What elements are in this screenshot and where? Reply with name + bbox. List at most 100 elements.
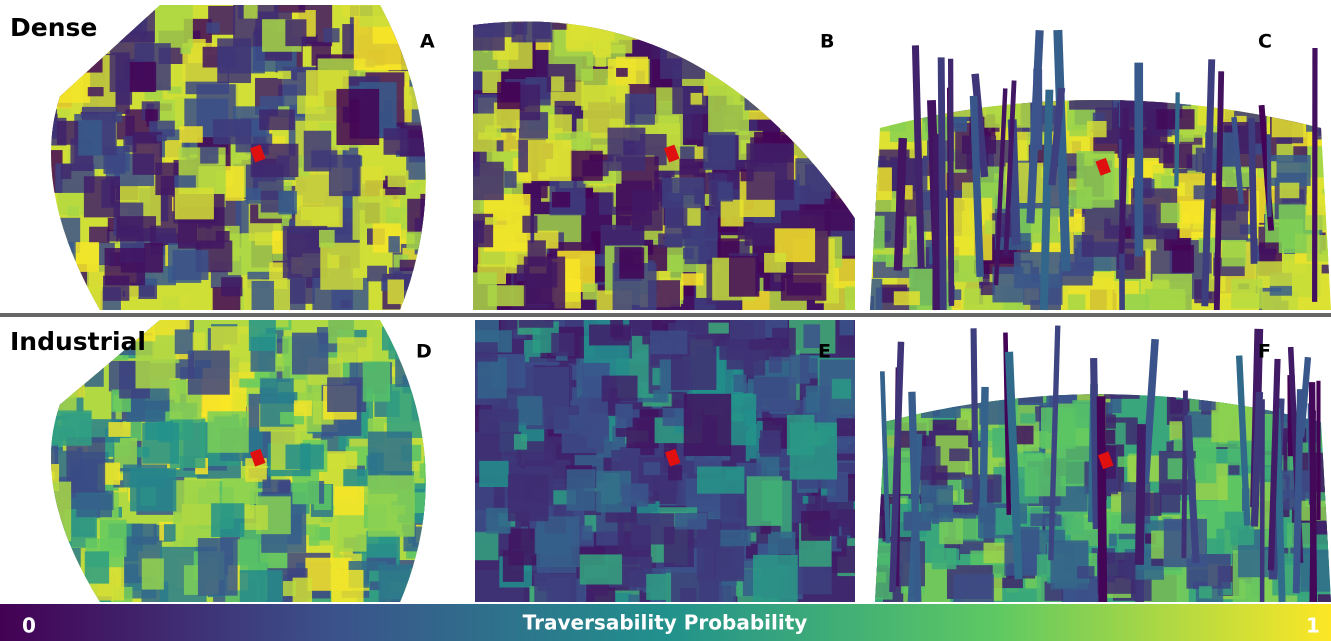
voxel-patch: [522, 216, 537, 233]
voxel-patch: [570, 0, 614, 41]
voxel-patch: [837, 536, 847, 549]
voxel-patch: [1171, 327, 1198, 358]
voxel-patch: [80, 55, 91, 63]
voxel-patch: [174, 175, 196, 188]
voxel-patch: [921, 395, 937, 406]
voxel-patch: [1176, 348, 1191, 369]
voxel-patch: [616, 428, 628, 437]
voxel-patch: [793, 74, 821, 108]
voxel-patch: [455, 114, 496, 152]
voxel-patch: [761, 81, 777, 103]
voxel-patch: [1075, 352, 1103, 386]
voxel-patch: [916, 383, 947, 399]
voxel-patch: [979, 344, 1004, 365]
voxel-patch: [188, 350, 230, 394]
voxel-patch: [1290, 321, 1321, 351]
voxel-patch: [1197, 386, 1221, 399]
voxel-patch: [105, 248, 146, 285]
voxel-patch: [708, 323, 728, 334]
voxel-patch: [425, 125, 470, 192]
voxel-patch: [433, 100, 470, 132]
voxel-patch: [36, 255, 63, 286]
voxel-patch: [1097, 80, 1128, 96]
voxel-patch: [252, 281, 274, 312]
voxel-patch: [1144, 493, 1161, 516]
voxel-patch: [329, 155, 361, 196]
voxel-patch: [175, 188, 214, 220]
voxel-patch: [1112, 312, 1156, 347]
voxel-patch: [217, 38, 251, 83]
voxel-patch: [697, 466, 744, 493]
voxel-patch: [781, 274, 826, 300]
voxel-patch: [1064, 29, 1094, 54]
voxel-patch: [821, 54, 848, 94]
voxel-patch: [1225, 66, 1262, 111]
voxel-patch: [417, 214, 465, 258]
voxel-patch: [861, 461, 884, 480]
voxel-patch: [993, 361, 1005, 375]
voxel-patch: [1046, 320, 1077, 362]
voxel-patch: [784, 15, 811, 43]
voxel-patch: [400, 260, 417, 271]
voxel-patch: [710, 30, 758, 82]
voxel-patch: [1161, 203, 1183, 223]
voxel-patch: [444, 333, 467, 366]
voxel-patch: [420, 389, 442, 406]
voxel-patch: [948, 342, 969, 359]
tree-trunk: [1044, 90, 1050, 310]
voxel-patch: [727, 24, 755, 57]
voxel-patch: [368, 475, 415, 536]
voxel-patch: [1061, 52, 1105, 94]
voxel-patch: [851, 419, 879, 438]
voxel-patch: [464, 510, 486, 532]
tree-trunk: [974, 328, 976, 510]
voxel-patch: [916, 343, 927, 360]
voxel-patch: [413, 57, 424, 73]
voxel-patch: [1101, 16, 1131, 39]
voxel-patch: [1232, 80, 1249, 105]
voxel-patch: [387, 384, 432, 438]
voxel-patch: [172, 250, 208, 280]
voxel-patch: [85, 551, 109, 583]
voxel-patch: [469, 342, 498, 361]
voxel-patch: [38, 261, 71, 298]
voxel-patch: [728, 6, 738, 15]
voxel-patch: [810, 80, 854, 125]
voxel-patch: [426, 504, 440, 523]
voxel-patch: [1019, 355, 1045, 382]
voxel-patch: [420, 413, 441, 433]
voxel-patch: [1318, 122, 1331, 136]
voxel-patch: [53, 50, 90, 103]
voxel-patch: [986, 17, 1016, 34]
voxel-patch: [1308, 85, 1331, 106]
voxel-patch: [589, 324, 629, 345]
voxel-patch: [423, 82, 455, 99]
voxel-patch: [29, 570, 69, 600]
voxel-patch: [1179, 58, 1207, 92]
panel-label: F: [1258, 341, 1271, 363]
voxel-patch: [1264, 85, 1275, 95]
voxel-patch: [88, 87, 104, 96]
voxel-patch: [787, 0, 826, 14]
voxel-patch: [1077, 151, 1115, 208]
voxel-patch: [659, 0, 695, 33]
voxel-patch: [460, 272, 496, 318]
voxel-patch: [125, 12, 135, 22]
voxel-patch: [921, 485, 953, 522]
voxel-patch: [1105, 430, 1115, 444]
voxel-patch: [768, 70, 786, 90]
voxel-patch: [508, 474, 549, 521]
voxel-patch: [664, 527, 694, 567]
panel-label: B: [820, 31, 834, 53]
voxel-patch: [596, 0, 641, 20]
voxel-patch: [833, 176, 862, 191]
voxel-patch: [363, 361, 390, 401]
voxel-patch: [795, 158, 831, 204]
voxel-patch: [651, 4, 692, 59]
voxel-patch: [851, 47, 883, 80]
voxel-patch: [222, 478, 258, 504]
voxel-patch: [440, 128, 468, 157]
voxel-patch: [1109, 37, 1136, 72]
voxel-patch: [937, 333, 974, 353]
voxel-patch: [658, 0, 702, 45]
